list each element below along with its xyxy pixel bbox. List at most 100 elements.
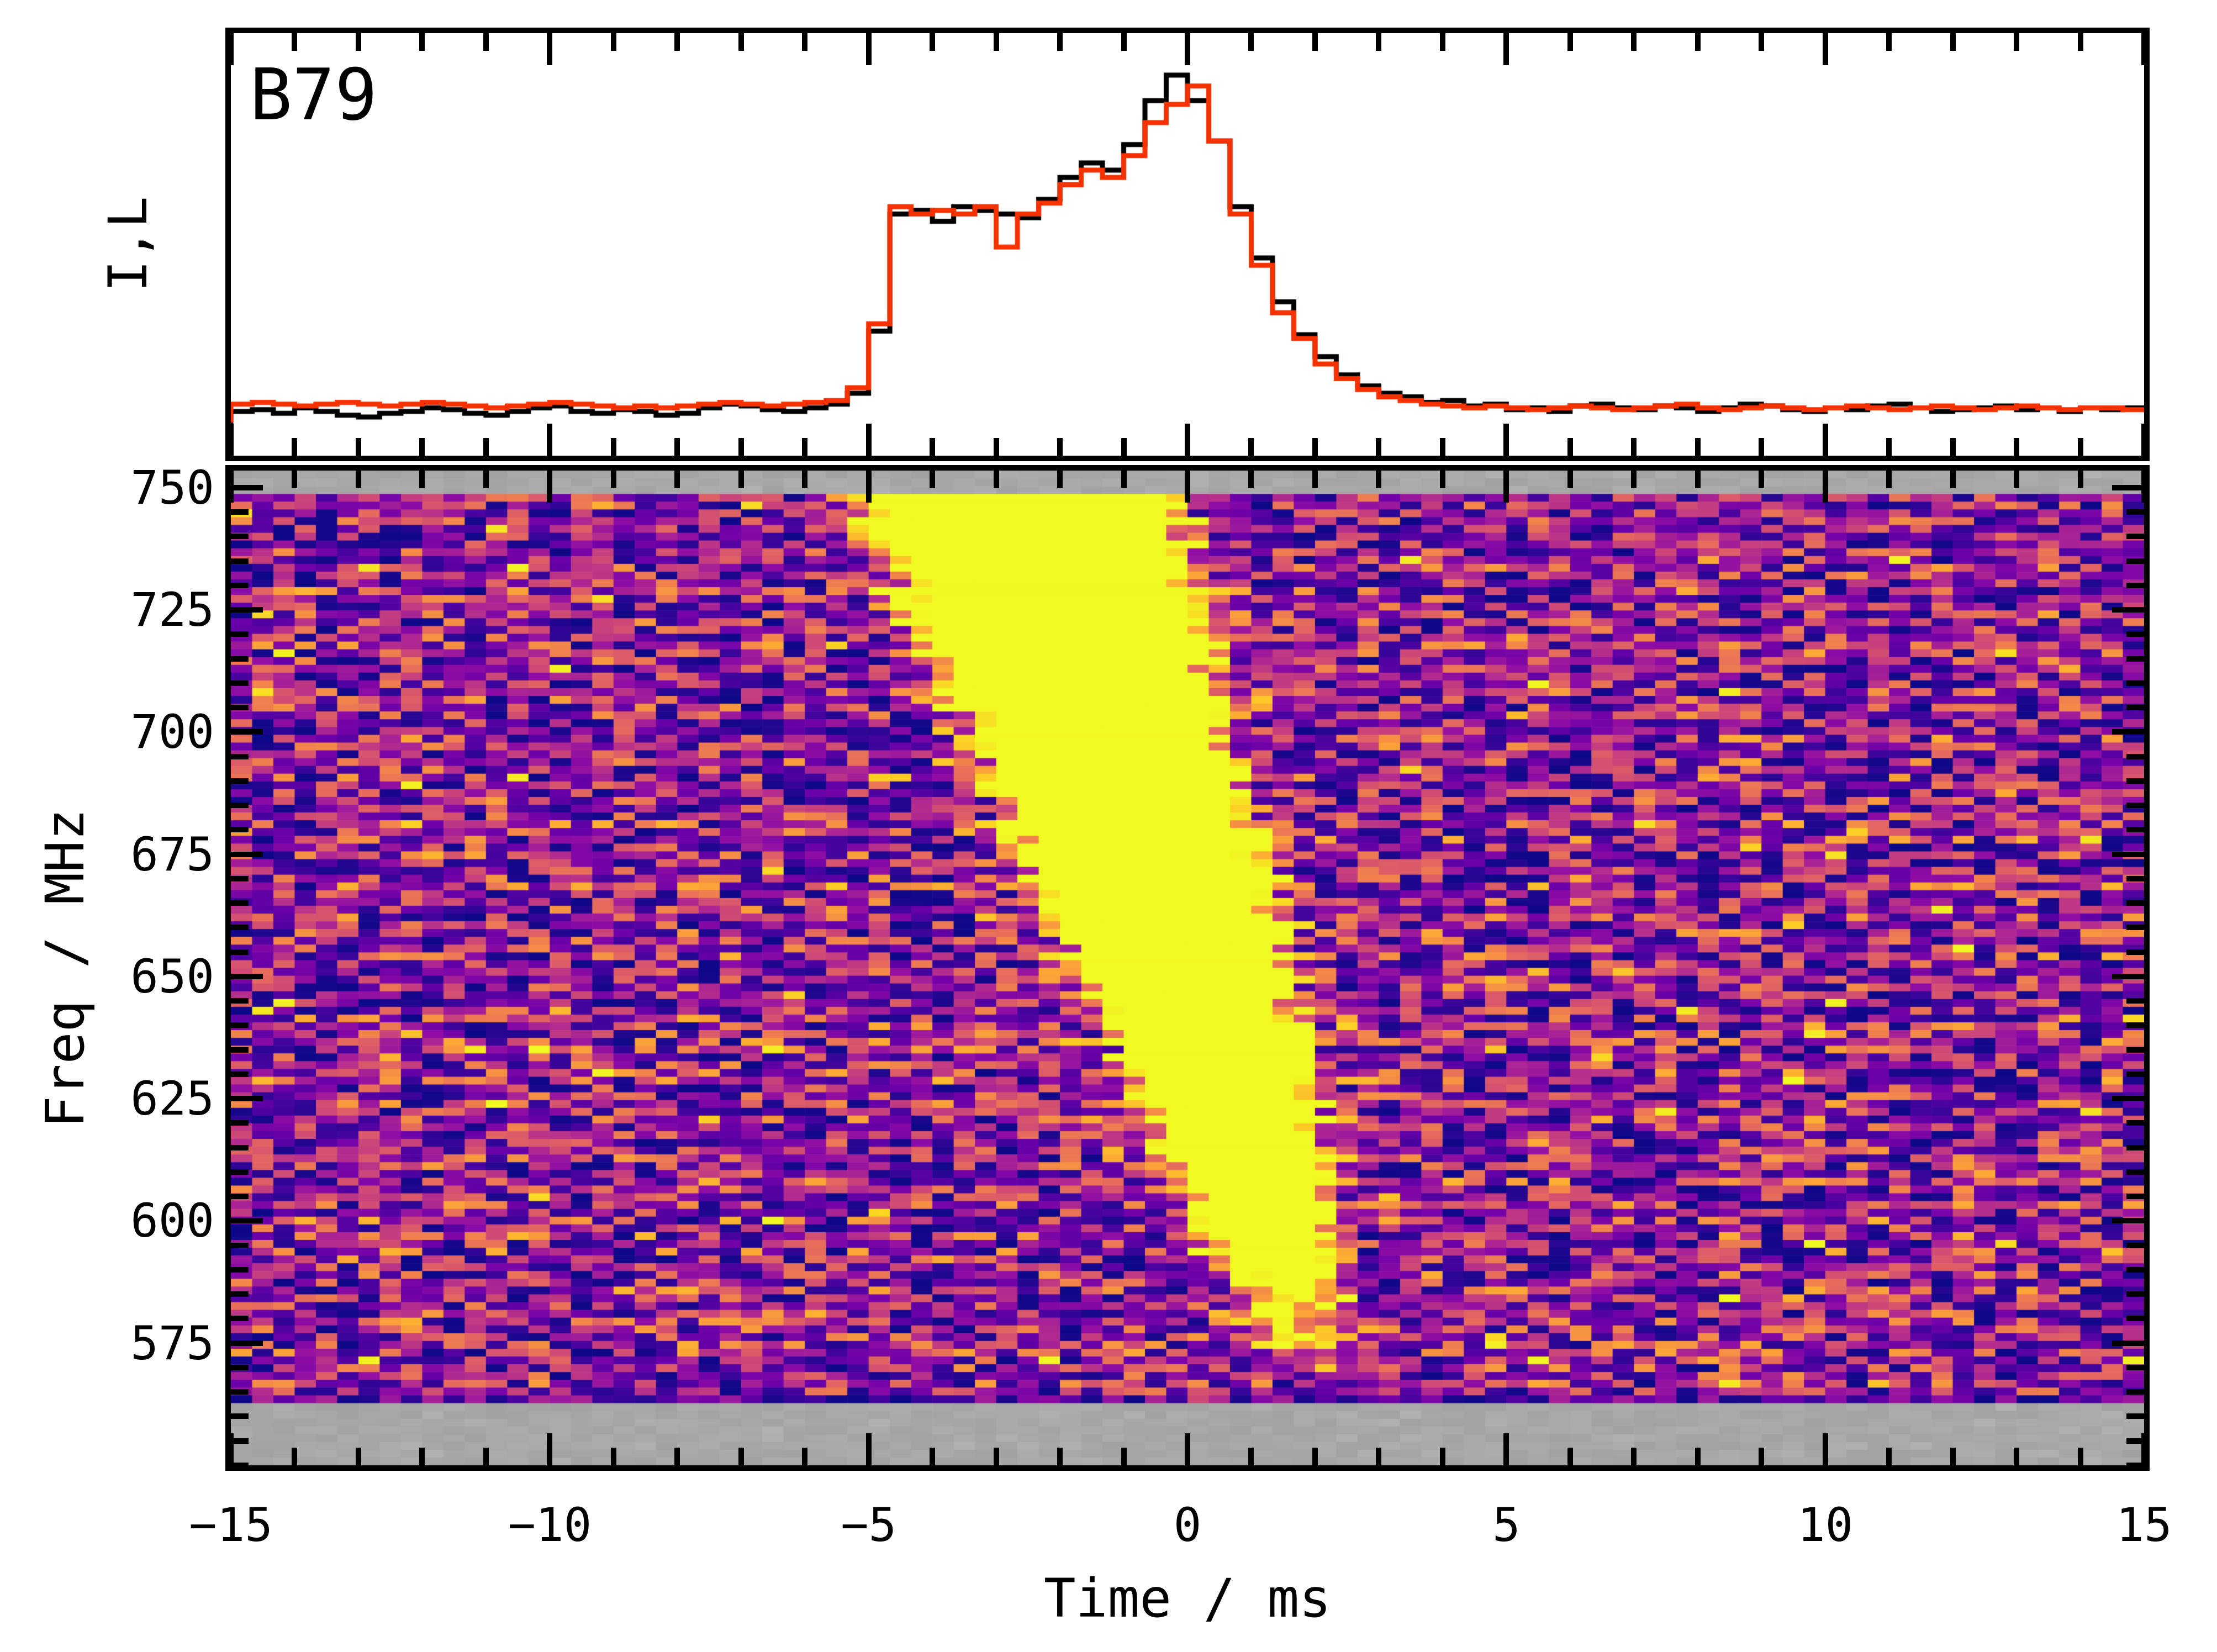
tick-mark bbox=[547, 33, 552, 65]
tick-mark bbox=[1440, 471, 1445, 488]
y-tick-label: 700 bbox=[130, 705, 214, 759]
tick-mark bbox=[1057, 1448, 1063, 1465]
tick-mark bbox=[930, 471, 935, 488]
tick-mark bbox=[1759, 1448, 1764, 1465]
tick-mark bbox=[2112, 974, 2144, 979]
tick-mark bbox=[2014, 33, 2019, 51]
tick-mark bbox=[1503, 424, 1509, 456]
tick-mark bbox=[292, 471, 297, 488]
tick-mark bbox=[231, 1389, 249, 1395]
tick-mark bbox=[1057, 438, 1063, 456]
tick-mark bbox=[231, 1072, 249, 1077]
tick-mark bbox=[231, 876, 249, 882]
tick-mark bbox=[419, 471, 425, 488]
tick-mark bbox=[1759, 471, 1764, 488]
tick-mark bbox=[231, 705, 249, 710]
tick-mark bbox=[231, 974, 263, 979]
tick-mark bbox=[1759, 438, 1764, 456]
tick-mark bbox=[2078, 471, 2083, 488]
tick-mark bbox=[994, 471, 999, 488]
tick-mark bbox=[1631, 33, 1637, 51]
tick-mark bbox=[1185, 471, 1190, 503]
tick-mark bbox=[1567, 33, 1573, 51]
tick-mark bbox=[483, 33, 489, 51]
tick-mark bbox=[2126, 1047, 2144, 1053]
tick-mark bbox=[866, 424, 872, 456]
x-axis-label: Time / ms bbox=[1043, 1567, 1332, 1629]
tick-mark bbox=[547, 424, 552, 456]
tick-mark bbox=[2126, 680, 2144, 686]
tick-mark bbox=[231, 1365, 249, 1370]
tick-mark bbox=[2126, 705, 2144, 710]
tick-mark bbox=[611, 471, 616, 488]
tick-mark bbox=[2126, 1463, 2144, 1468]
tick-mark bbox=[231, 1022, 249, 1028]
tick-mark bbox=[231, 656, 249, 662]
tick-mark bbox=[356, 1448, 361, 1465]
tick-mark bbox=[994, 438, 999, 456]
tick-mark bbox=[1248, 438, 1254, 456]
x-tick-label: 15 bbox=[2116, 1498, 2172, 1552]
tick-mark bbox=[1567, 471, 1573, 488]
tick-mark bbox=[738, 33, 744, 51]
tick-mark bbox=[2126, 1169, 2144, 1175]
tick-mark bbox=[1695, 1448, 1701, 1465]
tick-mark bbox=[231, 1194, 249, 1199]
tick-mark bbox=[1886, 471, 1892, 488]
tick-mark bbox=[231, 1316, 249, 1321]
tick-mark bbox=[1631, 1448, 1637, 1465]
tick-mark bbox=[866, 33, 872, 65]
tick-mark bbox=[2126, 925, 2144, 930]
tick-mark bbox=[2126, 1072, 2144, 1077]
pulse-profile-canvas bbox=[231, 33, 2144, 456]
spectrogram-canvas bbox=[231, 471, 2144, 1465]
tick-mark bbox=[231, 1291, 249, 1297]
tick-mark bbox=[231, 583, 249, 588]
tick-mark bbox=[1057, 471, 1063, 488]
tick-mark bbox=[2078, 33, 2083, 51]
tick-mark bbox=[231, 1438, 249, 1444]
tick-mark bbox=[2126, 558, 2144, 564]
tick-mark bbox=[2126, 509, 2144, 515]
y-tick-label: 600 bbox=[130, 1194, 214, 1248]
tick-mark bbox=[994, 1448, 999, 1465]
tick-mark bbox=[1121, 1448, 1127, 1465]
tick-mark bbox=[1503, 1433, 1509, 1465]
tick-mark bbox=[1950, 471, 1956, 488]
x-tick-label: 5 bbox=[1492, 1498, 1521, 1552]
tick-mark bbox=[1823, 471, 1828, 503]
tick-mark bbox=[2126, 1316, 2144, 1321]
tick-mark bbox=[1248, 33, 1254, 51]
tick-mark bbox=[547, 1433, 552, 1465]
tick-mark bbox=[802, 33, 807, 51]
x-tick-label: −10 bbox=[508, 1498, 592, 1552]
tick-mark bbox=[1376, 471, 1381, 488]
tick-mark bbox=[2126, 1291, 2144, 1297]
tick-mark bbox=[1440, 1448, 1445, 1465]
tick-mark bbox=[231, 607, 263, 613]
tick-mark bbox=[483, 438, 489, 456]
tick-mark bbox=[1823, 1433, 1828, 1465]
tick-mark bbox=[1121, 33, 1127, 51]
y-tick-label: 650 bbox=[130, 949, 214, 1004]
x-tick-label: −5 bbox=[841, 1498, 897, 1552]
x-tick-label: −15 bbox=[189, 1498, 273, 1552]
tick-mark bbox=[674, 471, 680, 488]
tick-mark bbox=[1121, 438, 1127, 456]
tick-mark bbox=[2126, 1267, 2144, 1273]
tick-mark bbox=[231, 534, 249, 539]
tick-mark bbox=[2126, 754, 2144, 759]
tick-mark bbox=[231, 509, 249, 515]
tick-mark bbox=[2126, 656, 2144, 662]
tick-mark bbox=[1631, 471, 1637, 488]
tick-mark bbox=[483, 471, 489, 488]
tick-mark bbox=[1503, 471, 1509, 503]
tick-mark bbox=[1503, 33, 1509, 65]
tick-mark bbox=[611, 1448, 616, 1465]
tick-mark bbox=[2126, 534, 2144, 539]
tick-mark bbox=[1567, 438, 1573, 456]
tick-mark bbox=[1185, 1433, 1190, 1465]
tick-mark bbox=[802, 1448, 807, 1465]
tick-mark bbox=[1695, 471, 1701, 488]
tick-mark bbox=[2112, 607, 2144, 613]
